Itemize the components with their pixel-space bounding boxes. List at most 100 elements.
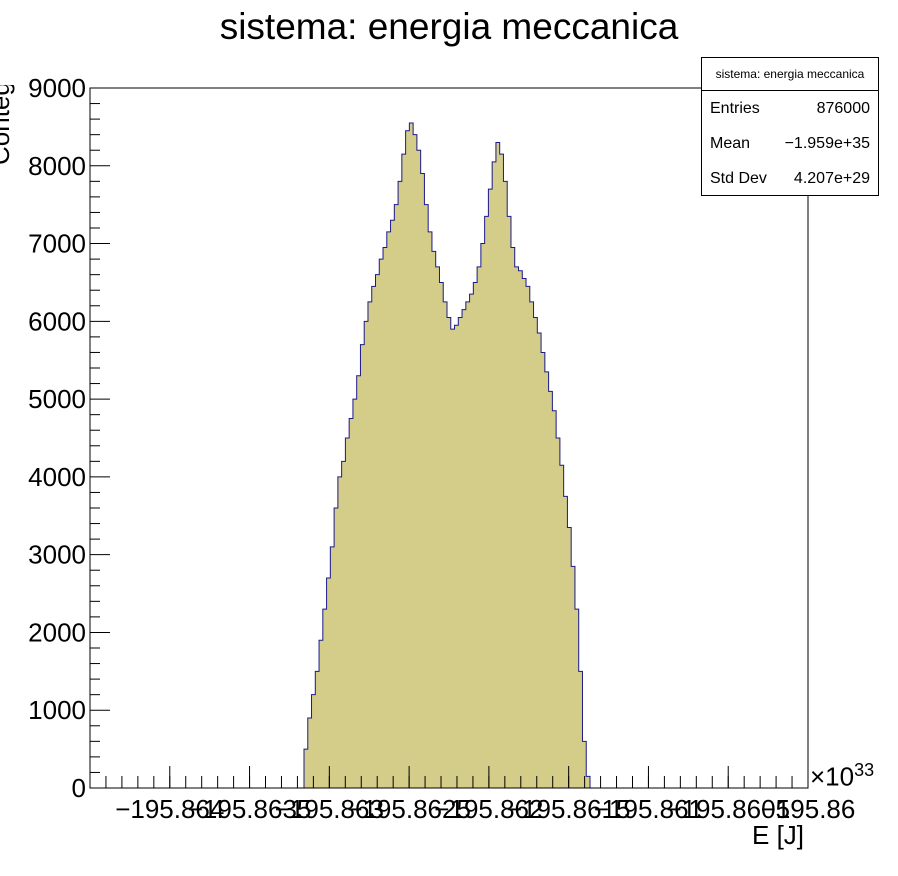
x-tick-label: −195.8635 (188, 794, 312, 824)
histogram-bin (420, 173, 425, 789)
x-exponent-power: 33 (854, 760, 875, 780)
histogram-bin (443, 301, 448, 788)
histogram-bin (356, 375, 361, 788)
y-tick-label: 1000 (28, 695, 86, 725)
histogram-bin (386, 231, 391, 788)
histogram-bin (518, 270, 523, 788)
histogram-bin (510, 247, 516, 788)
histogram-bin (416, 150, 421, 788)
y-tick-label: 7000 (28, 229, 86, 259)
x-axis-exponent: ×1033 (810, 760, 874, 793)
x-tick-label: −195.8605 (666, 794, 790, 824)
stats-value: 4.207e+29 (793, 169, 870, 187)
histogram-bin (390, 220, 395, 788)
histogram-bin (424, 204, 429, 788)
histogram-bin (435, 266, 440, 788)
chart-title: sistema: energia meccanica (219, 6, 679, 47)
histogram-bin (304, 749, 309, 788)
histogram-bin (360, 344, 365, 788)
histogram-bin (559, 465, 564, 788)
histogram-bin (379, 259, 384, 789)
y-tick-label: 4000 (28, 462, 86, 492)
histogram-bin (319, 640, 324, 788)
histogram-bin (337, 476, 342, 788)
histogram-bin (556, 438, 561, 788)
histogram-bin (578, 671, 583, 788)
histogram-bin (465, 301, 470, 788)
histogram-bin (503, 181, 508, 789)
histogram-bin (586, 776, 591, 788)
histogram-bin (537, 333, 542, 788)
histogram-bin (371, 286, 376, 788)
histogram-bin (488, 189, 493, 789)
histogram-bin (322, 609, 327, 788)
histogram-bin (311, 694, 316, 788)
histogram-bin (533, 317, 538, 788)
x-axis-label: E [J] (752, 820, 805, 850)
histogram-bin (529, 301, 534, 788)
histogram-bin (450, 329, 455, 788)
histogram-bin (492, 161, 497, 788)
plot-frame (89, 87, 809, 789)
histogram-bin (334, 508, 339, 788)
histogram-bin (469, 294, 474, 788)
histogram-bin (352, 399, 357, 788)
histogram-bin (571, 566, 576, 788)
stats-value: 876000 (816, 99, 870, 117)
histogram-bin (405, 130, 410, 788)
histogram-bin (507, 216, 512, 789)
x-tick-label: −195.863 (275, 794, 384, 824)
stats-label: Entries (710, 99, 760, 117)
x-tick-label: −195.861 (594, 794, 703, 824)
histogram-bin (364, 321, 369, 788)
histogram-bin (428, 231, 433, 788)
histogram-bin (326, 578, 331, 788)
histogram-outline (303, 122, 591, 788)
stats-label: Mean (710, 134, 751, 152)
x-tick-label: −195.8625 (347, 794, 471, 824)
histogram-bin (307, 718, 312, 788)
histogram-bin (544, 371, 549, 788)
histogram-bin (499, 154, 504, 789)
stats-label: Std Dev (710, 169, 767, 187)
histogram-bin (548, 391, 553, 788)
histogram-bin (574, 609, 580, 788)
histogram-bin (567, 527, 572, 788)
y-tick-label: 5000 (28, 384, 86, 414)
x-tick-label: −195.8615 (507, 794, 631, 824)
stats-header: sistema: energia meccanica (702, 58, 878, 91)
y-tick-label: 0 (72, 773, 86, 803)
histogram-bin (439, 282, 444, 788)
histogram-bin (526, 286, 531, 788)
histogram-bin (514, 266, 519, 788)
histogram-bin (462, 309, 467, 788)
histogram-bin (458, 317, 463, 788)
stats-value: −1.959e+35 (784, 134, 870, 152)
stats-row-entries: Entries 876000 (702, 91, 878, 126)
histogram-bin (345, 438, 350, 788)
y-axis-label: Conteggi (0, 85, 15, 165)
histogram-bin (330, 546, 335, 788)
histogram-bin (367, 301, 373, 788)
y-tick-label: 3000 (28, 540, 86, 570)
y-tick-label: 2000 (28, 617, 86, 647)
histogram-bin (431, 251, 437, 789)
x-tick-label: −195.862 (434, 794, 543, 824)
x-tick-label: −195.864 (115, 794, 224, 824)
histogram-bin (522, 278, 527, 788)
y-axis-ticks: 0 1000 2000 3000 4000 5000 6000 7000 8000 9000 (28, 73, 110, 803)
histogram-bin (477, 266, 482, 788)
histogram-bin (341, 461, 346, 788)
histogram-bin (398, 181, 403, 789)
histogram-bin (401, 154, 406, 789)
histogram-bin (473, 282, 478, 788)
y-tick-label: 9000 (28, 73, 86, 103)
y-tick-label: 8000 (28, 151, 86, 181)
stats-box: sistema: energia meccanica Entries 87600… (701, 57, 879, 196)
histogram-bin (409, 123, 414, 788)
x-tick-label: −195.86 (761, 794, 856, 824)
histogram-bin (413, 134, 418, 788)
histogram-bin (375, 274, 380, 789)
histogram-bin (315, 671, 320, 788)
